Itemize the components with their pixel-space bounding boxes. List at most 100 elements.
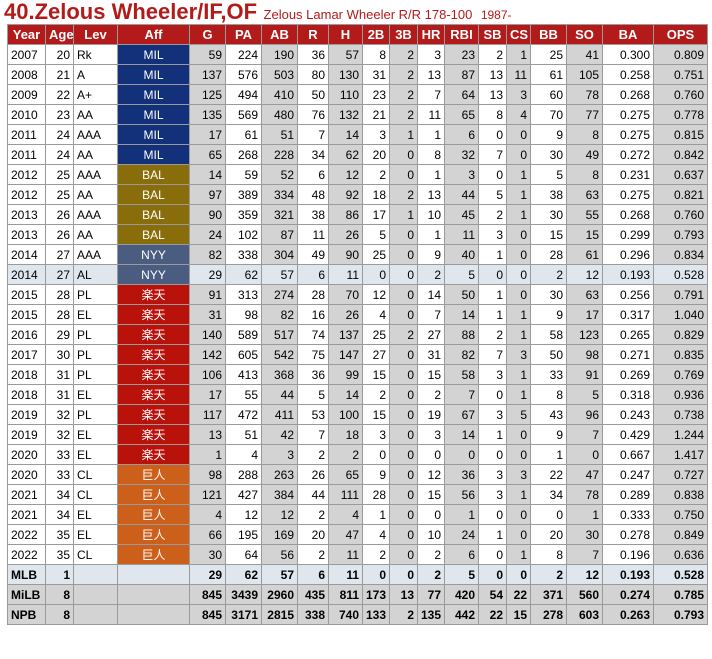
cell-d: 4 [362,304,390,325]
cell-t: 0 [389,364,418,385]
cell-total-bb: 2 [530,564,567,585]
cell-ab: 274 [261,284,298,305]
cell-h: 12 [328,164,363,185]
cell-d: 9 [362,464,390,485]
cell-year: 2018 [7,384,46,405]
cell-g: 17 [189,124,226,145]
cell-hr: 15 [417,484,445,505]
cell-so: 30 [566,524,603,545]
cell-h: 11 [328,544,363,565]
cell-r: 7 [297,124,329,145]
cell-h: 130 [328,64,363,85]
cell-year: 2015 [7,304,46,325]
cell-total-label: MLB [7,564,46,585]
cell-affiliate: 楽天 [117,444,190,465]
cell-so: 41 [566,44,603,65]
cell-total-so: 12 [566,564,603,585]
cell-ops: 1.244 [653,424,708,445]
cell-total-d: 133 [362,604,390,625]
cell-total-r: 338 [297,604,329,625]
cell-g: 1 [189,444,226,465]
cell-t: 0 [389,264,418,285]
cell-so: 7 [566,544,603,565]
cell-ba: 0.333 [602,504,654,525]
cell-r: 75 [297,344,329,365]
cell-ab: 368 [261,364,298,385]
cell-affiliate: MIL [117,144,190,165]
column-header-3b: 3B [389,24,418,45]
cell-level: AAA [73,164,118,185]
column-header-ops: OPS [653,24,708,45]
cell-pa: 494 [225,84,262,105]
cell-rbi: 45 [444,204,479,225]
cell-h: 14 [328,124,363,145]
cell-bb: 50 [530,344,567,365]
cell-so: 63 [566,284,603,305]
cell-ba: 0.318 [602,384,654,405]
cell-hr: 19 [417,404,445,425]
cell-cs: 0 [506,224,531,245]
table-row: 2010 23 AA MIL 135 569 480 76 132 21 2 11 65 8 4 70 77 0.… [7,104,708,125]
cell-h: 92 [328,184,363,205]
cell-r: 7 [297,424,329,445]
cell-t: 0 [389,424,418,445]
cell-pa: 4 [225,444,262,465]
cell-age: 21 [45,64,74,85]
cell-bb: 15 [530,224,567,245]
cell-ops: 0.936 [653,384,708,405]
cell-ab: 56 [261,544,298,565]
player-title: 40.Zelous Wheeler/IF,OF [4,0,258,24]
cell-ba: 0.278 [602,524,654,545]
cell-level: EL [73,504,118,525]
cell-total-h: 811 [328,584,363,605]
cell-r: 5 [297,384,329,405]
cell-level: CL [73,484,118,505]
cell-pa: 413 [225,364,262,385]
cell-g: 142 [189,344,226,365]
cell-so: 7 [566,424,603,445]
cell-r: 20 [297,524,329,545]
cell-affiliate: 楽天 [117,324,190,345]
cell-affiliate: 楽天 [117,344,190,365]
cell-t: 1 [389,204,418,225]
cell-rbi: 87 [444,64,479,85]
cell-ops: 0.791 [653,284,708,305]
cell-total-so: 560 [566,584,603,605]
cell-rbi: 32 [444,144,479,165]
cell-g: 137 [189,64,226,85]
cell-g: 59 [189,44,226,65]
cell-g: 65 [189,144,226,165]
cell-total-t: 2 [389,604,418,625]
cell-h: 111 [328,484,363,505]
cell-pa: 61 [225,124,262,145]
cell-affiliate: 巨人 [117,464,190,485]
cell-level: AL [73,264,118,285]
cell-affiliate: BAL [117,164,190,185]
cell-pa: 576 [225,64,262,85]
cell-rbi: 23 [444,44,479,65]
cell-level: A+ [73,84,118,105]
cell-sb: 0 [478,264,507,285]
cell-rbi: 24 [444,524,479,545]
cell-age: 34 [45,504,74,525]
column-header-h: H [328,24,363,45]
cell-hr: 1 [417,124,445,145]
cell-pa: 64 [225,544,262,565]
cell-sb: 1 [478,304,507,325]
cell-rbi: 56 [444,484,479,505]
cell-sb: 2 [478,204,507,225]
cell-ba: 0.275 [602,184,654,205]
cell-age: 32 [45,404,74,425]
cell-t: 0 [389,484,418,505]
cell-r: 2 [297,544,329,565]
cell-ops: 0.769 [653,364,708,385]
cell-level: EL [73,424,118,445]
cell-bb: 28 [530,244,567,265]
cell-year: 2017 [7,344,46,365]
cell-ops: 0.637 [653,164,708,185]
cell-ba: 0.265 [602,324,654,345]
cell-cs: 0 [506,144,531,165]
cell-pa: 12 [225,504,262,525]
cell-sb: 0 [478,164,507,185]
table-row: 2018 31 PL 楽天 106 413 368 36 99 15 0 15 58 3 1 33 91 0.26… [7,364,708,385]
